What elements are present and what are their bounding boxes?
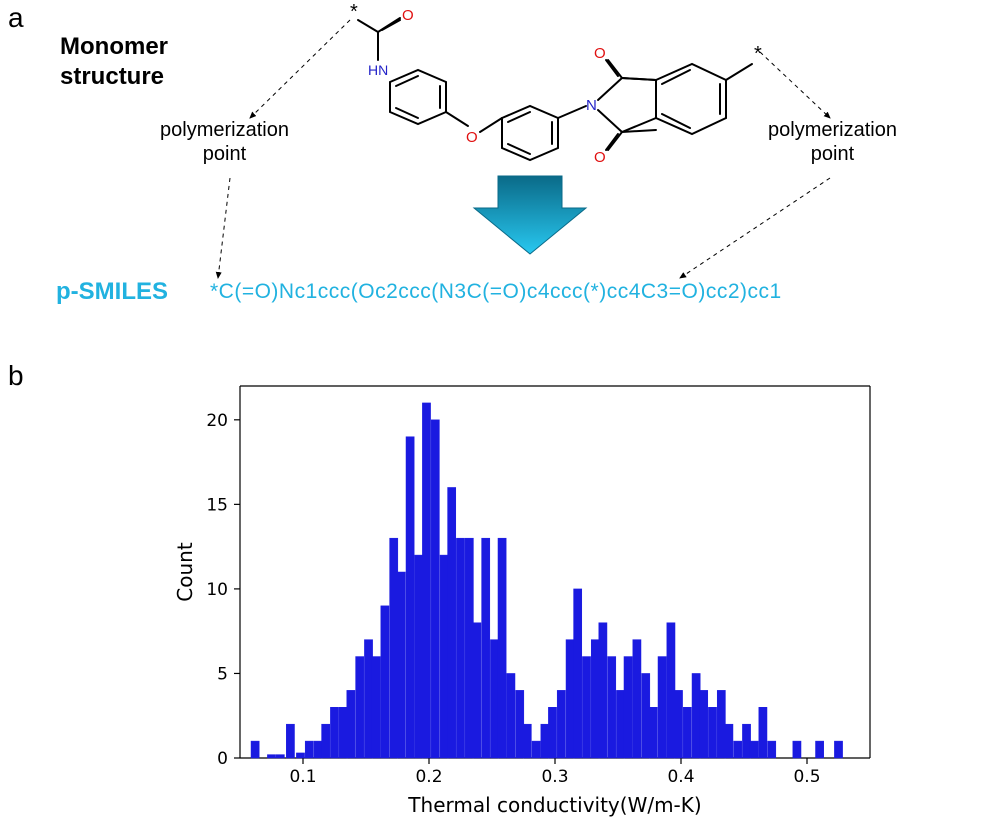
histogram-bar [566,640,574,758]
histogram-bar [574,589,582,758]
y-tick-label: 0 [217,749,228,769]
thermal-conductivity-histogram: 0.1 0.2 0.3 0.4 0.5 0 5 10 15 20 Thermal conductiv… [170,368,890,828]
histogram-bar [305,741,313,758]
histogram-bar [548,707,556,758]
psmiles-string: *C(=O)Nc1ccc(Oc2ccc(N3C(=O)c4ccc(*)cc4C3… [210,280,782,304]
x-tick-label: 0.3 [541,767,568,787]
histogram-bar [516,690,524,758]
x-tick-label: 0.1 [289,767,316,787]
histogram-bar [658,657,666,758]
histogram-bar [750,741,758,758]
histogram-bar [422,403,430,758]
histogram-bar [717,690,725,758]
histogram-bar [700,690,708,758]
histogram-bar [742,724,750,758]
histogram-bar [381,606,389,758]
histogram-bar [390,538,398,758]
x-tick-label: 0.2 [415,767,442,787]
histogram-bar [674,690,682,758]
histogram-bar [692,673,700,758]
histogram-bar [734,741,742,758]
histogram-bar [482,538,490,758]
histogram-bar [431,420,439,758]
histogram-bar [708,707,716,758]
histogram-bar [624,657,632,758]
histogram-bar [372,657,380,758]
histogram-bar [406,437,414,758]
poly-point-l1: polymerization [160,119,289,141]
histogram-bar [356,657,364,758]
down-arrow-icon [470,170,590,260]
histogram-bar [251,741,259,758]
histogram-bar [667,623,675,758]
y-tick-label: 15 [206,495,228,515]
histogram-bar [397,572,405,758]
histogram-bar [582,657,590,758]
histogram-bar [364,640,372,758]
histogram-bar [541,724,549,758]
y-tick-label: 5 [217,664,228,684]
poly-point-l2: point [203,143,246,165]
histogram-bar [339,707,347,758]
histogram-bar [498,538,506,758]
histogram-bar [683,707,691,758]
histogram-bar [314,741,322,758]
x-axis-label: Thermal conductivity(W/m-K) [407,793,701,817]
histogram-bar [649,707,657,758]
histogram-bar [507,673,515,758]
poly-point-r2: point [811,143,854,165]
histogram-bar [608,657,616,758]
histogram-bar [465,538,473,758]
histogram-bar [759,707,767,758]
histogram-bar [616,690,624,758]
histogram-bar [834,741,842,758]
histogram-bar [642,673,650,758]
histogram-bar [456,538,464,758]
histogram-bar [448,487,456,758]
histogram-bar [816,741,824,758]
histogram-bar [473,623,481,758]
x-tick-label: 0.4 [667,767,694,787]
y-tick-label: 10 [206,580,228,600]
histogram-bar [768,741,776,758]
histogram-bar [633,640,641,758]
histogram-bar [793,741,801,758]
poly-point-right: polymerization point [768,118,897,166]
histogram-bar [725,724,733,758]
y-axis-label: Count [173,542,197,602]
histogram-bar [440,555,448,758]
psmiles-label: p-SMILES [56,278,168,306]
histogram-bar [532,741,540,758]
histogram-bar [415,555,423,758]
histogram-bar [557,690,565,758]
histogram-bar [286,724,294,758]
poly-point-r1: polymerization [768,119,897,141]
histogram-bar [322,724,330,758]
histogram-bar [276,755,284,758]
figure-root: a Monomer structure * O HN O [0,0,996,835]
histogram-bar [523,724,531,758]
x-tick-label: 0.5 [793,767,820,787]
histogram-bar [267,755,275,758]
histogram-bar [296,753,304,758]
poly-point-left: polymerization point [160,118,289,166]
panel-b-letter: b [8,360,24,392]
y-tick-label: 20 [206,411,228,431]
histogram-bar [591,640,599,758]
histogram-bar [490,640,498,758]
histogram-bar [347,690,355,758]
histogram-bar [330,707,338,758]
histogram-bar [599,623,607,758]
